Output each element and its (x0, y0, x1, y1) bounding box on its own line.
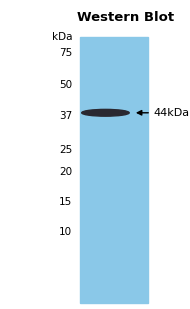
Ellipse shape (82, 109, 129, 116)
Text: kDa: kDa (52, 32, 72, 42)
Text: 50: 50 (59, 80, 72, 90)
Text: 15: 15 (59, 197, 72, 207)
Text: 25: 25 (59, 145, 72, 154)
Text: 10: 10 (59, 227, 72, 237)
Text: Western Blot: Western Blot (77, 11, 174, 24)
Text: 20: 20 (59, 167, 72, 177)
Bar (80, 37, 148, 303)
Text: 44kDa: 44kDa (154, 108, 190, 118)
Text: 37: 37 (59, 111, 72, 121)
Text: 75: 75 (59, 48, 72, 58)
